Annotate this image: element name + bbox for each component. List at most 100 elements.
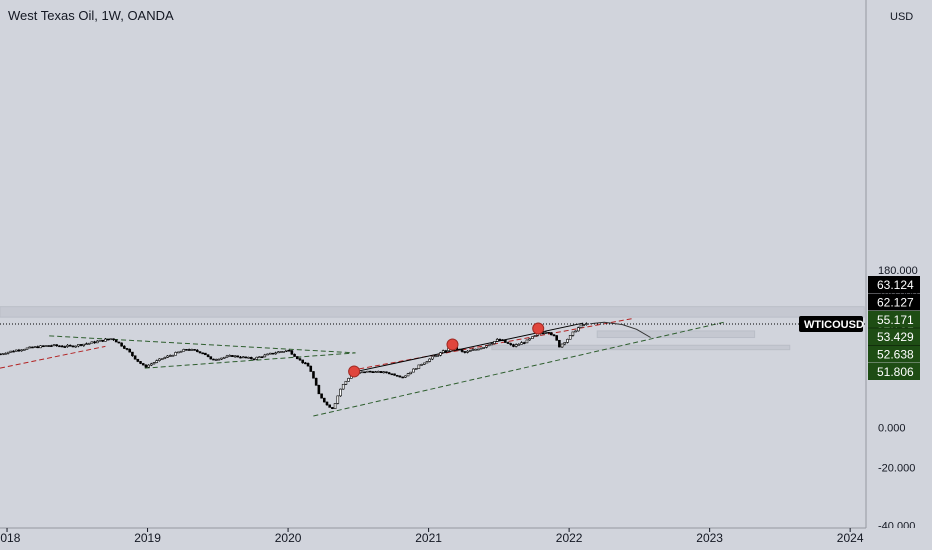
candle-body [344,380,348,385]
candle-body [525,339,529,344]
candle-body [290,350,294,355]
trendline-green-dash-5 [313,321,724,417]
candle-body [193,349,196,351]
candle-body [533,335,537,338]
candle-body [104,338,107,342]
currency-label: USD [890,11,913,23]
trendline-green-dash-3 [49,335,356,354]
candle-body [268,352,272,355]
candle-body [222,356,226,359]
candle-body [485,345,488,348]
candle-body [252,358,256,361]
candle-body [301,359,304,364]
candle-body [577,327,580,332]
candle-body [528,338,531,341]
candle-body [466,350,469,353]
candle-body [212,358,215,361]
trendline-green-dash-4 [144,352,356,369]
candle-body [52,344,56,347]
price-badge-green [868,328,920,346]
candle-body [163,357,167,359]
candle-body [541,332,545,335]
candle-body [571,331,575,336]
candle-body [347,378,350,382]
candle-body [123,345,126,349]
candle-body [98,339,102,342]
candle-body [58,345,61,348]
candle-body [490,343,494,346]
candle-body [517,343,521,346]
candle-body [287,349,291,352]
candle-body [74,345,77,348]
candle-body [177,351,180,354]
candle-body [182,349,186,352]
symbol-badge [799,315,863,332]
candle-body [166,355,169,358]
x-tick-label: 2023 [696,531,723,545]
candle-body [441,350,445,353]
candle-body [158,358,161,361]
candle-body [39,345,42,349]
candle-body [14,349,18,352]
candle-body [93,341,96,344]
candle-body [101,339,104,342]
candle-body [544,331,548,334]
candle-body [195,349,199,352]
candle-body [244,356,248,359]
candle-body [77,344,80,347]
candle-body [368,370,372,373]
candle-body [55,344,59,347]
candle-body [277,351,280,354]
candle-body [174,352,177,356]
candle-body [231,355,234,357]
x-tick-label: 2021 [415,531,442,545]
candle-body [520,342,523,345]
candle-body [547,331,550,334]
candle-body [293,353,296,357]
candle-body [493,341,496,344]
candle-body [458,348,461,351]
projection-arc [590,321,651,338]
candle-body [79,344,83,346]
candle-body [179,350,183,353]
candle-body [117,341,121,344]
candle-body [555,335,558,341]
candle-body [120,342,123,347]
candle-body [25,347,29,350]
candle-body [17,349,21,352]
candle-body [401,376,404,379]
candle-body [239,356,242,359]
candle-body [144,364,148,368]
candle-body [228,355,232,357]
candle-body [171,354,175,357]
candle-body [468,350,472,352]
candle-body [63,346,67,348]
candle-body [339,388,342,397]
candle-body [431,356,434,360]
candle-body [47,345,50,347]
candle-body [387,372,391,375]
y-tick-label: -20.000 [878,462,915,474]
candle-body [417,364,421,369]
candle-body [514,344,518,347]
candle-body [247,357,250,359]
candle-body [306,363,310,367]
candle-body [371,371,375,373]
candle-body [152,362,156,365]
candle-body [68,344,72,347]
candle-body [414,368,418,370]
candle-body [233,355,237,358]
candle-body [393,373,396,376]
candle-body [136,358,140,362]
candle-body [4,353,7,355]
candle-body [566,338,569,343]
trendline-red-dash-0 [0,345,106,369]
candle-body [509,343,513,345]
candle-body [125,348,129,350]
candle-body [531,336,534,339]
candle-body [236,355,240,358]
price-badge-value: 53.429 [877,330,914,344]
